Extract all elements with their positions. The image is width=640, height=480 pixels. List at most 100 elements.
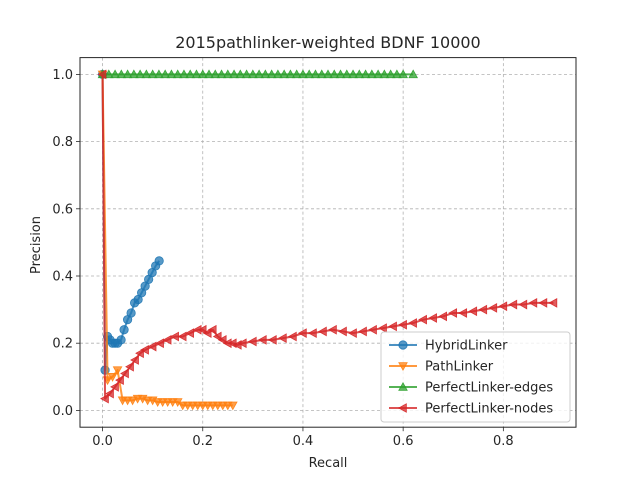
legend: HybridLinker PathLinker PerfectLinker-edge… — [380, 331, 571, 423]
data-point — [277, 333, 287, 344]
x-axis-label: Recall — [309, 456, 348, 471]
y-axis-label: Precision — [29, 216, 44, 274]
data-point — [235, 69, 246, 79]
data-point — [222, 69, 233, 79]
series-layer — [97, 69, 558, 411]
data-point — [498, 301, 508, 312]
series-perfectlinker-edges — [97, 69, 419, 79]
data-point — [438, 311, 447, 322]
data-point — [141, 69, 152, 79]
data-point — [307, 328, 317, 338]
data-point — [217, 334, 227, 345]
data-point — [116, 335, 126, 345]
data-point — [110, 382, 119, 392]
data-point — [310, 69, 321, 79]
data-point — [418, 314, 427, 325]
data-point — [97, 69, 107, 80]
series-line — [101, 74, 233, 407]
data-point — [323, 69, 333, 79]
data-point — [135, 69, 146, 79]
data-point — [408, 69, 419, 79]
data-point — [398, 319, 407, 330]
data-point — [360, 69, 371, 79]
data-point — [327, 324, 337, 335]
data-point — [478, 304, 488, 315]
legend-item: HybridLinker — [389, 339, 508, 354]
legend-label: PerfectLinker-nodes — [425, 402, 553, 417]
legend-item: PerfectLinker-nodes — [389, 402, 553, 417]
data-point — [185, 69, 196, 79]
legend-label: HybridLinker — [425, 339, 508, 354]
data-point — [197, 69, 208, 79]
y-tick-label: 0.4 — [52, 270, 73, 285]
data-point — [177, 331, 187, 342]
data-point — [119, 325, 129, 335]
data-point — [105, 388, 114, 399]
data-point — [227, 401, 238, 411]
data-point — [154, 69, 164, 79]
data-point — [191, 69, 202, 79]
data-point — [291, 69, 302, 79]
chart-title: 2015pathlinker-weighted BDNF 10000 — [175, 33, 480, 52]
data-point — [273, 69, 283, 79]
data-point — [247, 336, 257, 347]
data-point — [103, 69, 114, 79]
data-point — [172, 69, 183, 79]
data-point — [100, 393, 109, 404]
legend-box — [380, 331, 571, 423]
legend-label: PerfectLinker-edges — [425, 381, 553, 396]
data-point — [468, 306, 478, 317]
legend-marker — [398, 381, 408, 391]
data-point — [112, 366, 123, 376]
legend-marker — [398, 362, 408, 372]
data-point — [366, 69, 377, 79]
data-point — [122, 69, 133, 79]
data-point — [338, 326, 347, 337]
series-pathlinker — [97, 70, 238, 411]
data-point — [147, 69, 158, 79]
data-point — [348, 69, 358, 79]
data-point — [210, 69, 221, 79]
y-tick-label: 0.8 — [52, 135, 73, 150]
axis-ticks: 0.0 0.2 0.4 0.6 0.8 0.0 0.2 0.4 0.6 0.8 1.0 — [52, 68, 513, 449]
y-tick-label: 0.2 — [52, 337, 73, 352]
legend-item: PathLinker — [389, 360, 494, 375]
plot-frame — [79, 57, 577, 428]
data-point — [185, 328, 194, 338]
data-point — [548, 298, 558, 308]
data-point — [229, 69, 239, 79]
data-point — [316, 69, 327, 79]
data-point — [202, 328, 212, 338]
data-point — [266, 69, 277, 79]
data-point — [518, 299, 528, 310]
x-tick-label: 0.0 — [92, 434, 113, 449]
data-point — [304, 69, 315, 79]
data-point — [508, 299, 518, 310]
data-point — [110, 69, 120, 79]
legend-marker — [397, 403, 407, 413]
x-tick-label: 0.6 — [393, 434, 414, 449]
y-tick-label: 0.0 — [52, 404, 73, 419]
data-point — [538, 298, 548, 308]
data-point — [379, 69, 390, 79]
data-point — [267, 334, 277, 345]
data-point — [297, 328, 307, 338]
data-point — [135, 348, 144, 359]
data-point — [385, 69, 396, 79]
data-point — [154, 256, 164, 266]
data-point — [197, 324, 207, 335]
data-point — [368, 324, 377, 335]
data-point — [260, 69, 271, 79]
data-point — [126, 308, 136, 318]
x-tick-label: 0.2 — [192, 434, 213, 449]
data-point — [408, 318, 417, 328]
data-point — [335, 69, 346, 79]
data-point — [204, 69, 214, 79]
x-tick-label: 0.8 — [493, 434, 514, 449]
data-point — [237, 338, 247, 349]
data-point — [285, 69, 296, 79]
data-point — [254, 69, 264, 79]
data-point — [528, 298, 538, 308]
